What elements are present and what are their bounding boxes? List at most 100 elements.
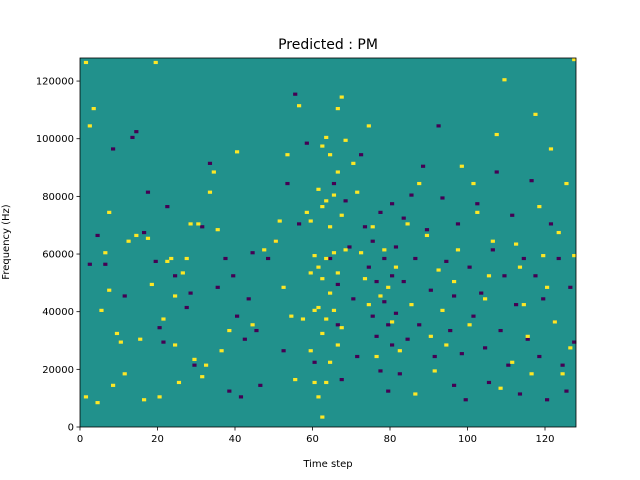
heatmap-cell-high [324,317,329,321]
x-tick-label: 100 [458,434,477,445]
heatmap-cell-high [335,271,340,275]
heatmap-cell-high [424,233,430,238]
heatmap-cell-high [548,147,554,151]
heatmap-cell-low [246,297,251,301]
heatmap-cell-high [316,395,321,399]
heatmap-cell-low [568,285,573,289]
heatmap-cell-high [440,308,445,312]
heatmap-cell-high [393,265,399,269]
heatmap-cell-high [335,170,340,174]
heatmap-cell-high [153,60,158,65]
heatmap-cell-high [320,415,325,419]
heatmap-cell-high [390,320,395,324]
heatmap-cell-high [355,190,360,194]
heatmap-cell-high [328,225,333,229]
heatmap-cell-high [107,210,112,214]
heatmap-cell-low [157,326,162,330]
heatmap-cell-low [448,328,453,333]
heatmap-cell-high [560,372,565,376]
heatmap-cell-high [161,317,166,321]
heatmap-cell-high [103,251,108,255]
heatmap-cell-low [471,314,476,318]
heatmap-cell-high [343,138,348,142]
heatmap-cell-low [428,288,433,292]
heatmap-background [80,58,576,427]
heatmap-cell-high [494,132,499,137]
heatmap-cell-low [533,274,538,278]
heatmap-cell-low [235,314,240,318]
heatmap-cell-low [413,256,418,261]
heatmap-cell-low [331,181,337,186]
heatmap-cell-low [421,164,426,168]
heatmap-cell-high [432,369,437,373]
heatmap-cell-low [390,202,395,206]
heatmap-cell-high [572,254,577,258]
heatmap-cell-low [483,346,488,350]
heatmap-cell-high [552,320,557,324]
heatmap-cell-low [572,340,577,344]
chart-title: Predicted : PM [278,37,378,53]
heatmap-cell-high [529,372,534,376]
heatmap-cell-high [335,343,340,347]
heatmap-cell-high [215,228,220,232]
heatmap-cell-high [273,239,278,243]
heatmap-cell-low [517,392,523,396]
heatmap-cell-high [366,303,371,307]
heatmap-cell-high [335,107,340,111]
heatmap-cell-high [277,219,282,223]
heatmap-cell-low [514,303,519,307]
heatmap-cell-high [111,383,116,387]
heatmap-cell-high [572,58,577,62]
heatmap-cell-high [297,104,302,108]
heatmap-cell-low [122,294,127,298]
heatmap-cell-high [83,60,89,65]
heatmap-cell-high [568,346,573,350]
heatmap-cell-high [413,392,418,396]
heatmap-cell-low [304,141,309,145]
heatmap-cell-high [235,150,240,154]
heatmap-cell-high [157,395,162,399]
heatmap-cell-high [452,279,457,284]
heatmap-cell-low [254,328,259,333]
heatmap-cell-high [176,380,182,385]
y-axis-label: Frequency (Hz) [1,204,12,280]
heatmap-cell-low [293,92,298,96]
x-axis-label: Time step [302,459,352,470]
heatmap-cell-high [362,277,368,281]
heatmap-cell-low [335,282,340,287]
heatmap-cell-high [545,285,550,289]
heatmap-cell-low [548,222,554,226]
heatmap-cell-low [359,153,364,157]
y-axis: 0 20000 40000 60000 80000 100000 120000 [36,77,80,434]
y-tick-label: 20000 [42,365,74,376]
heatmap-cell-low [250,251,255,255]
heatmap-cell-high [486,274,492,278]
heatmap-cell-high [219,349,224,353]
heatmap-cell-low [95,233,100,238]
heatmap-cell-low [351,297,356,301]
heatmap-cell-low [486,380,492,385]
heatmap-cell-high [459,164,464,168]
heatmap-cell-low [475,202,480,206]
heatmap-cell-high [374,354,379,359]
heatmap-cell-high [339,326,344,330]
y-tick-label: 100000 [36,134,74,145]
heatmap-cell-high [122,372,127,376]
heatmap-cell-high [324,199,329,203]
heatmap-cell-high [331,251,337,255]
y-tick-label: 60000 [42,250,74,261]
heatmap-cell-low [281,349,286,353]
heatmap-cell-high [134,233,139,238]
heatmap-cell-high [525,334,530,338]
heatmap-cell-high [564,181,569,186]
heatmap-cell-low [424,228,430,232]
heatmap-cell-high [250,323,255,327]
heatmap-cell-high [331,193,337,197]
heatmap-cell-low [362,225,368,229]
heatmap-cell-high [537,205,542,209]
heatmap-cell-high [386,285,391,289]
heatmap-cell-high [262,248,267,252]
heatmap-cell-low [238,395,244,399]
heatmap-cell-low [161,340,166,344]
heatmap-cell-low [374,334,379,338]
